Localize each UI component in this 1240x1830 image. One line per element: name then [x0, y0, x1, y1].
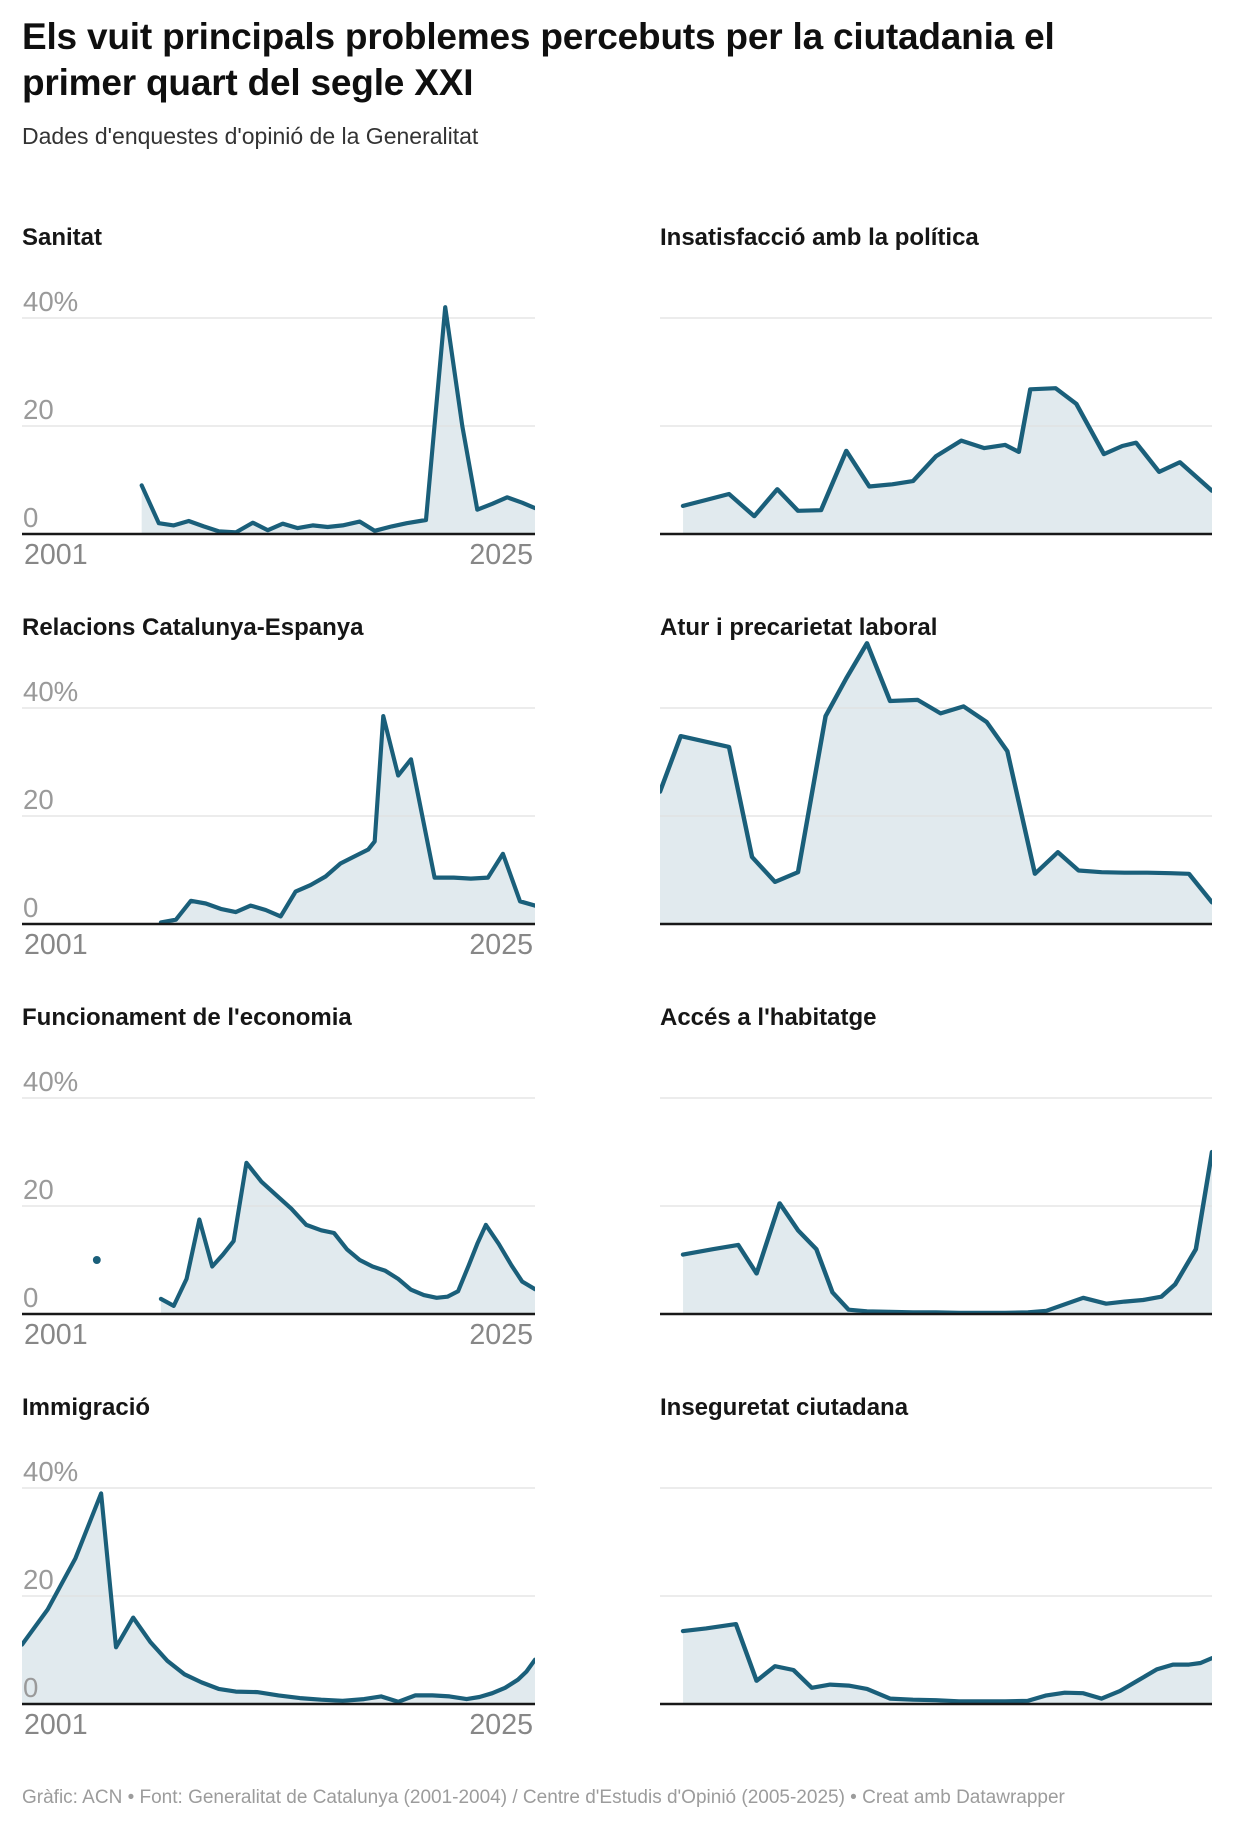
- x-tick-label: 2025: [469, 1319, 533, 1351]
- area-fill: [141, 307, 535, 535]
- panel-title: Relacions Catalunya-Espanya: [22, 614, 364, 642]
- charts-grid: Sanitat 40% 20 0 2001 2025 Insatisfacció amb…: [22, 224, 1212, 1742]
- data-line: [22, 1491, 535, 1704]
- chart-canvas: [660, 1097, 1212, 1316]
- y-tick-label: 20: [23, 784, 54, 815]
- chart-footer: Gràfic: ACN • Font: Generalitat de Catal…: [22, 1786, 1212, 1811]
- plot-sanitat: 40% 20 0 2001 2025: [22, 242, 535, 572]
- attribution-text: Gràfic: ACN • Font: Generalitat de Catal…: [22, 1787, 1065, 1809]
- x-tick-label: 2001: [24, 539, 88, 571]
- chart-canvas: 40% 20 0 2001 2025: [22, 676, 535, 961]
- plot-insatisfaccio-politica: [660, 242, 1212, 572]
- x-tick-label: 2001: [24, 1319, 88, 1351]
- isolated-point: [92, 1256, 101, 1265]
- chart-canvas: 40% 20 0 2001 2025: [22, 1066, 535, 1351]
- chart-panel-acces-habitatge: Accés a l'habitatge: [660, 1004, 1212, 1352]
- chart-panel-insatisfaccio-politica: Insatisfacció amb la política: [660, 224, 1212, 572]
- y-tick-label: 20: [23, 1174, 54, 1205]
- data-line: [158, 1160, 535, 1309]
- x-tick-label: 2001: [24, 1709, 88, 1741]
- plot-atur-precarietat: [660, 632, 1212, 962]
- area-fill: [22, 1493, 535, 1705]
- y-tick-label: 0: [23, 1672, 38, 1703]
- panel-title: Sanitat: [22, 224, 103, 252]
- x-tick-label: 2025: [469, 539, 533, 571]
- data-line: [680, 386, 1212, 519]
- chart-panel-immigracio: Immigració 40% 20 0 2001 2025: [22, 1394, 535, 1742]
- plot-immigracio: 40% 20 0 2001 2025: [22, 1412, 535, 1742]
- page-subtitle: Dades d'enquestes d'opinió de la General…: [22, 122, 479, 149]
- chart-header: Els vuit principals problemes percebuts …: [22, 14, 1212, 150]
- chart-panel-atur-precarietat: Atur i precarietat laboral: [660, 614, 1212, 962]
- panel-title: Funcionament de l'economia: [22, 1004, 352, 1032]
- page-title: Els vuit principals problemes percebuts …: [22, 16, 1055, 104]
- y-tick-label: 20: [23, 394, 54, 425]
- y-tick-label: 0: [23, 1282, 38, 1313]
- chart-panel-funcionament-economia: Funcionament de l'economia 40% 20 0 2001 202…: [22, 1004, 535, 1352]
- y-tick-label: 0: [23, 502, 38, 533]
- chart-panel-relacions-catalunya-espanya: Relacions Catalunya-Espanya 40% 20 0 2001 20…: [22, 614, 535, 962]
- data-line: [139, 305, 535, 535]
- panel-title: Inseguretat ciutadana: [660, 1394, 909, 1422]
- area-fill: [660, 643, 1212, 925]
- area-fill: [160, 716, 535, 925]
- y-tick-label: 20: [23, 1564, 54, 1595]
- plot-acces-habitatge: [660, 1022, 1212, 1352]
- y-tick-label: 40%: [23, 1066, 78, 1097]
- area-fill: [683, 388, 1212, 535]
- chart-panel-sanitat: Sanitat 40% 20 0 2001 2025: [22, 224, 535, 572]
- x-tick-label: 2025: [469, 929, 533, 961]
- x-tick-label: 2001: [24, 929, 88, 961]
- y-tick-label: 0: [23, 892, 38, 923]
- chart-canvas: [660, 317, 1212, 536]
- chart-canvas: 40% 20 0 2001 2025: [22, 286, 535, 571]
- chart-canvas: [660, 1487, 1212, 1706]
- plot-funcionament-economia: 40% 20 0 2001 2025: [22, 1022, 535, 1352]
- panel-title: Atur i precarietat laboral: [660, 614, 938, 642]
- y-tick-label: 40%: [23, 286, 78, 317]
- plot-inseguretat-ciutadana: [660, 1412, 1212, 1742]
- data-line: [660, 641, 1212, 905]
- data-line: [680, 1622, 1212, 1704]
- chart-panel-inseguretat-ciutadana: Inseguretat ciutadana: [660, 1394, 1212, 1742]
- y-tick-label: 40%: [23, 676, 78, 707]
- plot-relacions-catalunya-espanya: 40% 20 0 2001 2025: [22, 632, 535, 962]
- panel-title: Insatisfacció amb la política: [660, 224, 979, 252]
- area-fill: [160, 1162, 535, 1315]
- y-tick-label: 40%: [23, 1456, 78, 1487]
- data-line: [158, 714, 535, 925]
- area-fill: [683, 1152, 1212, 1315]
- panel-title: Immigració: [22, 1394, 151, 1422]
- chart-canvas: [660, 641, 1212, 926]
- x-tick-label: 2025: [469, 1709, 533, 1741]
- panel-title: Accés a l'habitatge: [660, 1004, 877, 1032]
- area-fill: [683, 1624, 1212, 1705]
- chart-canvas: 40% 20 0 2001 2025: [22, 1456, 535, 1741]
